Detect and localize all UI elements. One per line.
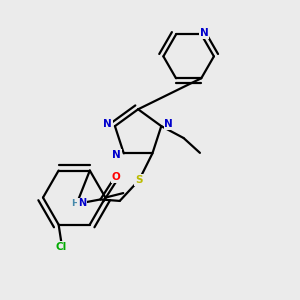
Text: N: N	[112, 150, 121, 160]
Text: S: S	[135, 175, 143, 185]
Text: H: H	[71, 200, 79, 208]
Text: N: N	[103, 119, 112, 129]
Text: N: N	[164, 119, 173, 129]
Text: O: O	[112, 172, 121, 182]
Text: N: N	[78, 198, 86, 208]
Text: Cl: Cl	[56, 242, 67, 252]
Text: N: N	[200, 28, 208, 38]
